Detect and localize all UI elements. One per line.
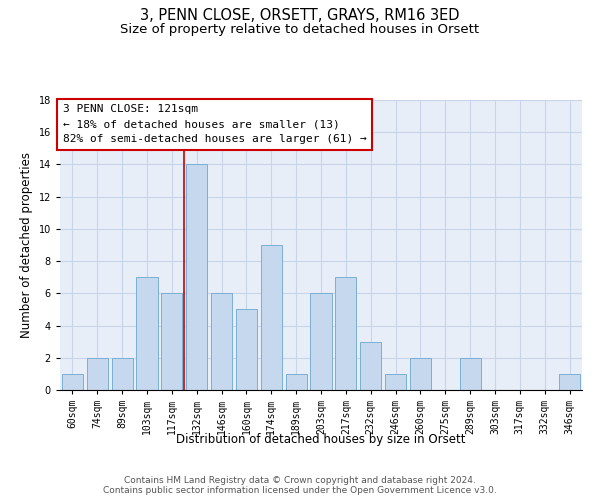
Bar — [559, 374, 580, 390]
Bar — [335, 277, 356, 390]
Bar — [87, 358, 108, 390]
Bar — [410, 358, 431, 390]
Bar — [62, 374, 83, 390]
Bar — [186, 164, 207, 390]
Bar — [136, 277, 158, 390]
Text: 3 PENN CLOSE: 121sqm
← 18% of detached houses are smaller (13)
82% of semi-detac: 3 PENN CLOSE: 121sqm ← 18% of detached h… — [62, 104, 367, 144]
Y-axis label: Number of detached properties: Number of detached properties — [20, 152, 33, 338]
Bar — [261, 245, 282, 390]
Text: Contains HM Land Registry data © Crown copyright and database right 2024.
Contai: Contains HM Land Registry data © Crown c… — [103, 476, 497, 495]
Bar — [236, 310, 257, 390]
Text: Size of property relative to detached houses in Orsett: Size of property relative to detached ho… — [121, 22, 479, 36]
Bar — [460, 358, 481, 390]
Text: Distribution of detached houses by size in Orsett: Distribution of detached houses by size … — [176, 432, 466, 446]
Bar — [161, 294, 182, 390]
Bar — [211, 294, 232, 390]
Bar — [385, 374, 406, 390]
Bar — [286, 374, 307, 390]
Bar — [310, 294, 332, 390]
Text: 3, PENN CLOSE, ORSETT, GRAYS, RM16 3ED: 3, PENN CLOSE, ORSETT, GRAYS, RM16 3ED — [140, 8, 460, 22]
Bar — [112, 358, 133, 390]
Bar — [360, 342, 381, 390]
